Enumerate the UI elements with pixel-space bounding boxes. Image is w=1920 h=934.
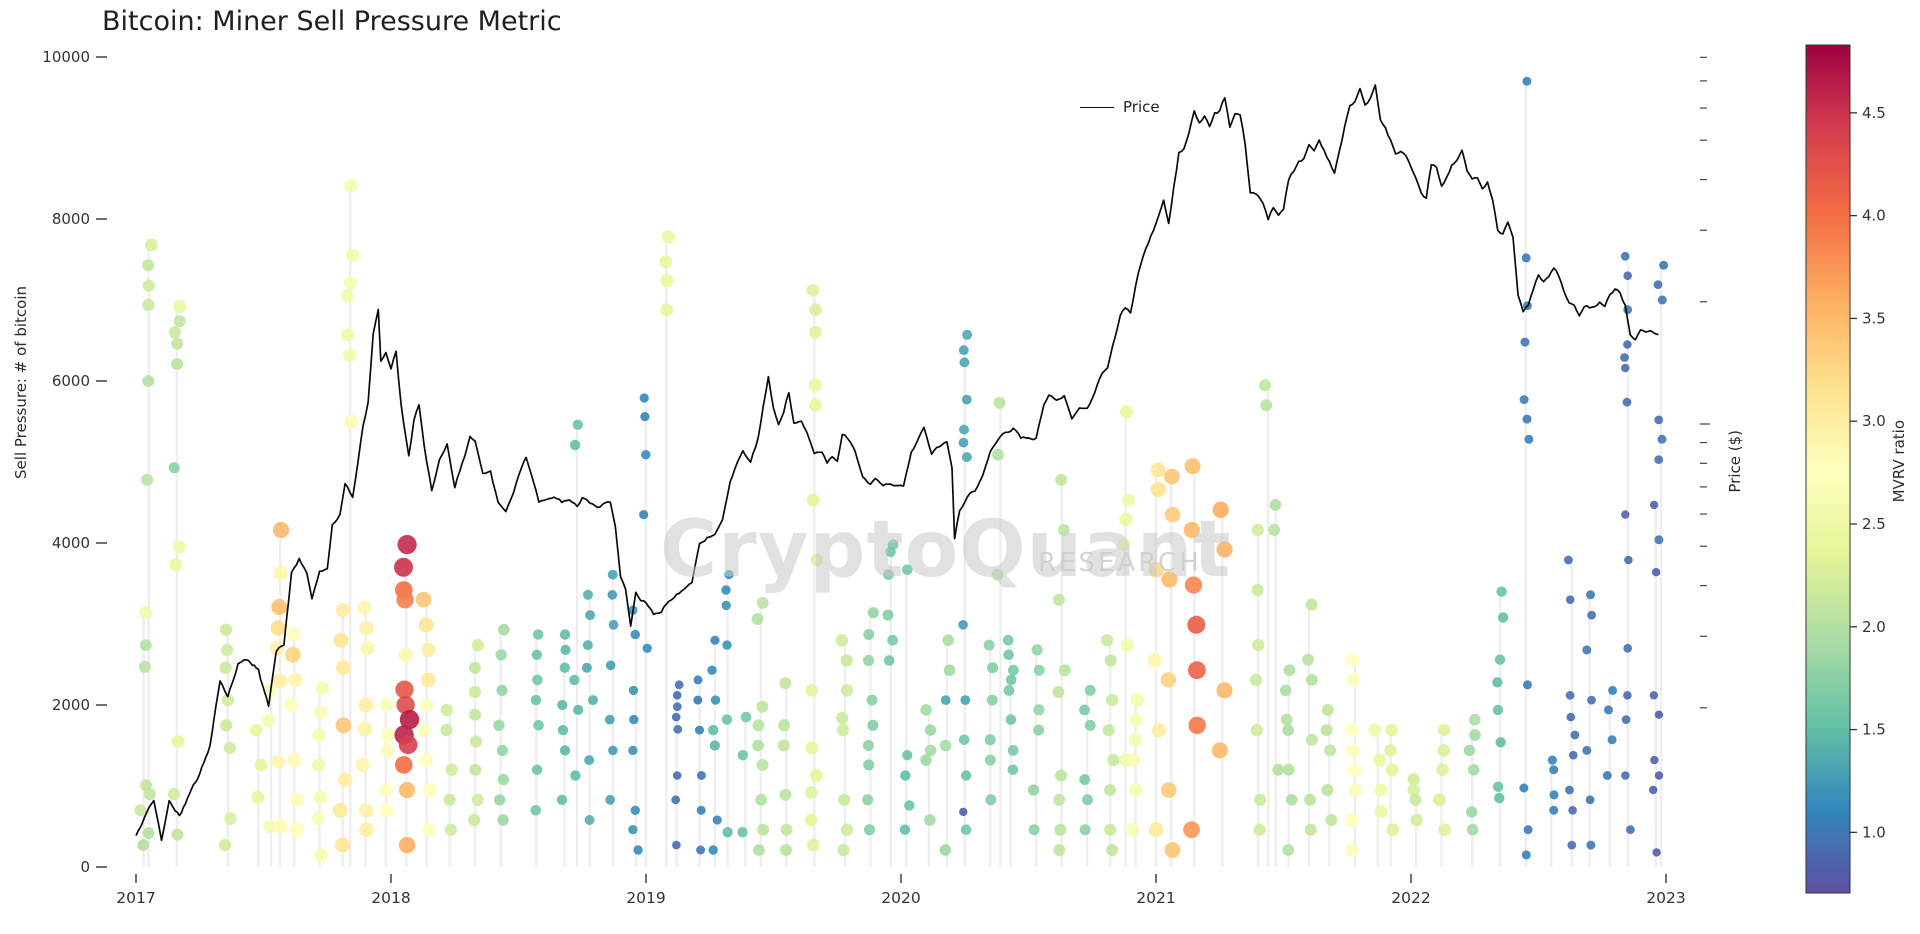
left-axis-ticks: 0 2000 4000 6000 8000 10000 bbox=[42, 48, 107, 876]
svg-text:8000: 8000 bbox=[52, 210, 90, 228]
svg-text:10000: 10000 bbox=[42, 48, 90, 66]
svg-text:2023: 2023 bbox=[1646, 889, 1685, 907]
price-axis-label: Price ($) bbox=[1726, 430, 1744, 493]
colorbar-gradient bbox=[1805, 44, 1851, 894]
svg-text:4000: 4000 bbox=[52, 534, 90, 552]
svg-text:4.5: 4.5 bbox=[1862, 104, 1886, 122]
svg-text:2.5: 2.5 bbox=[1862, 515, 1886, 533]
svg-text:2021: 2021 bbox=[1136, 889, 1175, 907]
svg-text:2020: 2020 bbox=[881, 889, 920, 907]
svg-text:2022: 2022 bbox=[1391, 889, 1430, 907]
right-axis-ticks bbox=[1700, 56, 1710, 709]
svg-text:2018: 2018 bbox=[371, 889, 410, 907]
svg-text:1.5: 1.5 bbox=[1862, 721, 1886, 739]
svg-text:2019: 2019 bbox=[626, 889, 665, 907]
svg-text:3.5: 3.5 bbox=[1862, 309, 1886, 327]
price-line bbox=[135, 84, 1659, 842]
scatter-stems bbox=[142, 81, 1663, 867]
legend-price-line-swatch bbox=[1080, 106, 1114, 108]
colorbar: 1.0 1.5 2.0 2.5 3.0 3.5 4.0 4.5 bbox=[1805, 44, 1886, 894]
legend: Price bbox=[1080, 98, 1160, 116]
legend-price-label: Price bbox=[1123, 98, 1160, 116]
svg-text:2000: 2000 bbox=[52, 696, 90, 714]
svg-text:2.0: 2.0 bbox=[1862, 618, 1886, 636]
colorbar-axis-label: MVRV ratio bbox=[1890, 420, 1908, 503]
scatter-dots bbox=[134, 76, 1669, 862]
bottom-axis-ticks: 2017 2018 2019 2020 2021 2022 2023 bbox=[116, 874, 1686, 907]
chart-title: Bitcoin: Miner Sell Pressure Metric bbox=[102, 6, 562, 37]
svg-text:2017: 2017 bbox=[116, 889, 155, 907]
svg-text:1.0: 1.0 bbox=[1862, 823, 1886, 841]
left-axis-label: Sell Pressure: # of bitcoin bbox=[12, 286, 30, 479]
svg-text:6000: 6000 bbox=[52, 372, 90, 390]
svg-text:3.0: 3.0 bbox=[1862, 412, 1886, 430]
svg-text:0: 0 bbox=[80, 858, 90, 876]
svg-text:4.0: 4.0 bbox=[1862, 207, 1886, 225]
